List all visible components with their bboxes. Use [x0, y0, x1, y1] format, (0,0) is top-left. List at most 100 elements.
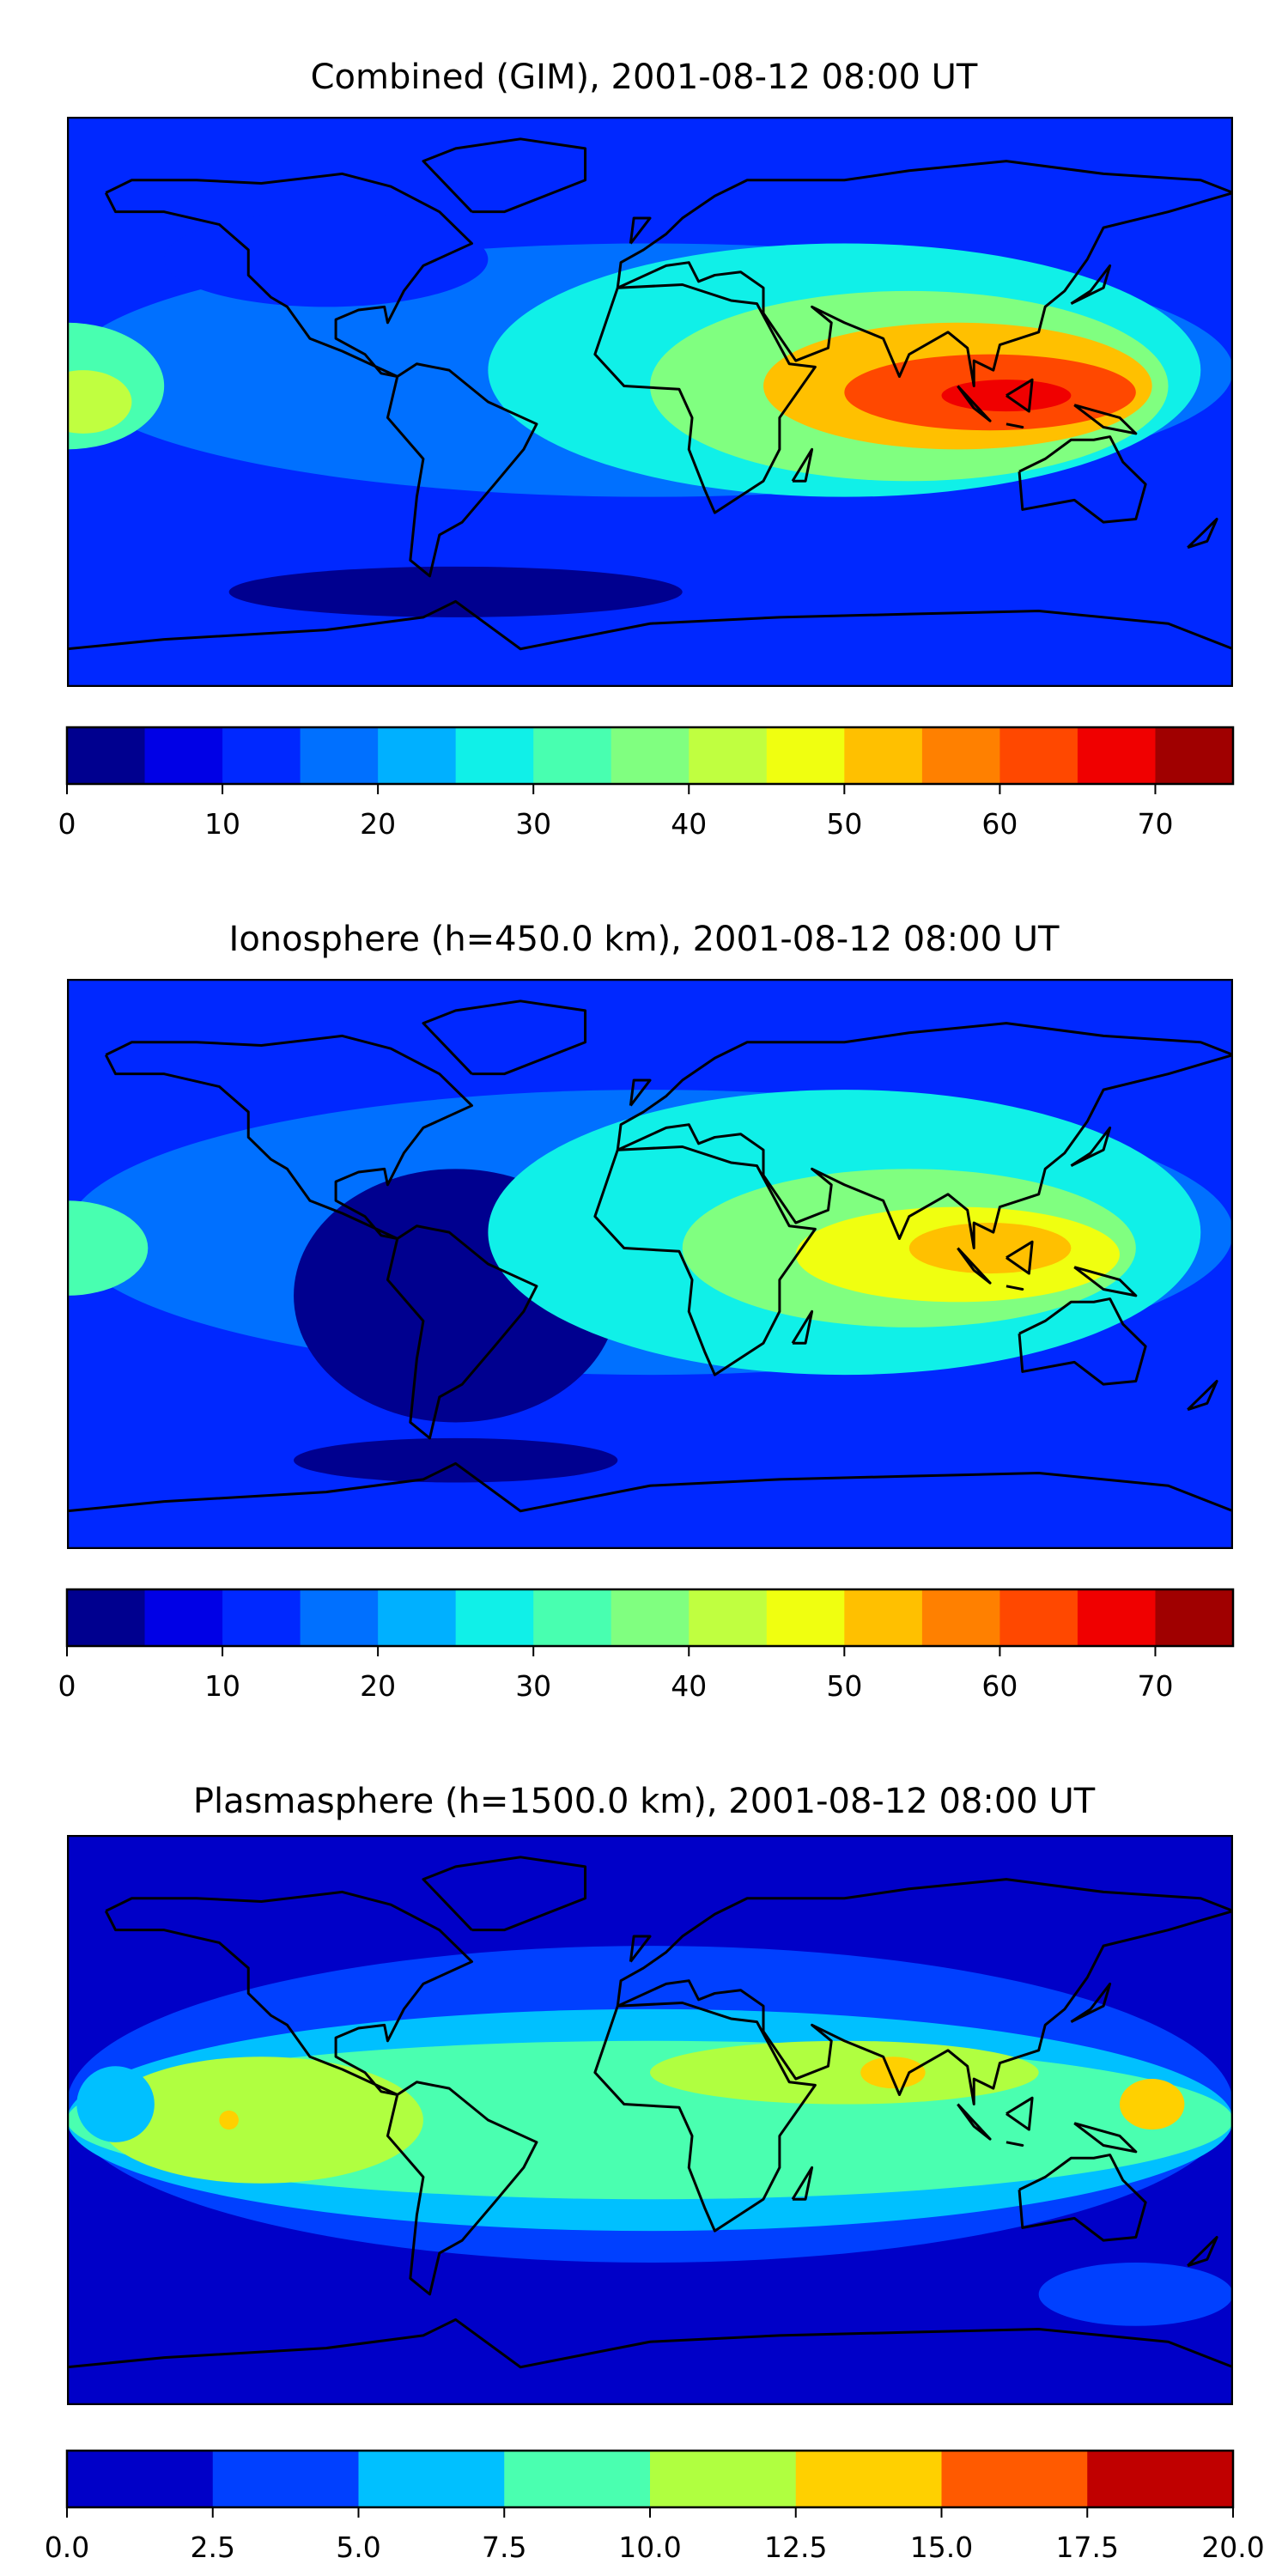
coastline [1018, 2154, 1147, 2242]
colorbar-segment [844, 1589, 923, 1646]
coastline [616, 1022, 1233, 1250]
colorbar-tick-label: 60 [981, 807, 1018, 841]
coastline [104, 172, 474, 378]
colorbar-frame [65, 726, 1235, 786]
colorbar-tick-label: 2.5 [191, 2530, 235, 2564]
contour-region [67, 370, 132, 434]
coastline [629, 1935, 652, 1963]
colorbar-segment [67, 727, 146, 784]
map-frame [67, 979, 1233, 1549]
coastline [593, 283, 817, 514]
colorbar-tick-label: 20.0 [1201, 2530, 1264, 2564]
colorbar-segment [144, 1589, 223, 1646]
colorbar-tick-label: 12.5 [764, 2530, 827, 2564]
colorbar-segment [844, 727, 923, 784]
contour-region [67, 1200, 149, 1296]
colorbar-tick-label: 60 [981, 1669, 1018, 1703]
coastline [1070, 1126, 1112, 1167]
colorbar-segment [689, 1589, 768, 1646]
coastline [1187, 1379, 1218, 1412]
colorbar-tick-label: 0 [58, 807, 76, 841]
colorbar-plasmasphere: 0.0 2.5 5.0 7.5 10.0 12.5 15.0 17.5 20.0 [45, 2449, 1265, 2564]
coastline [1187, 2235, 1218, 2268]
colorbar-segment [999, 727, 1078, 784]
colorbar-segment [455, 727, 534, 784]
colorbar-tick-label: 70 [1137, 807, 1173, 841]
coastline [629, 1078, 652, 1107]
colorbar-tick-label: 15.0 [910, 2530, 973, 2564]
contour-region [99, 2057, 423, 2184]
colorbar-segment [1155, 1589, 1234, 1646]
colorbar-tick-label: 7.5 [482, 2530, 526, 2564]
coastline [386, 2081, 538, 2296]
colorbar-tick-label: 20 [360, 1669, 396, 1703]
map-frame [67, 117, 1233, 687]
coastline [1187, 517, 1218, 550]
colorbar-segment [650, 2451, 797, 2507]
coastline [593, 2002, 817, 2233]
panel-title-plasmasphere: Plasmasphere (h=1500.0 km), 2001-08-12 0… [192, 1782, 1096, 1821]
coastline [422, 999, 587, 1076]
panel-title-combined: Combined (GIM), 2001-08-12 08:00 UT [310, 58, 978, 97]
colorbar-tick-label: 40 [671, 807, 707, 841]
coastline [422, 1856, 587, 1932]
coastline [957, 385, 992, 422]
contour-region [860, 2057, 926, 2089]
coastline [67, 599, 1233, 651]
colorbar-segment [611, 727, 690, 784]
colorbar-segment [222, 727, 301, 784]
coastline [1018, 1297, 1147, 1386]
colorbar-segment [222, 1589, 301, 1646]
colorbar-segment [67, 1589, 146, 1646]
colorbar-segment [766, 727, 845, 784]
colorbar-segment [300, 1589, 379, 1646]
colorbar-tick-label: 30 [515, 807, 551, 841]
colorbar-segment [941, 2451, 1088, 2507]
coastline [616, 1878, 1233, 2106]
map-plasmasphere [67, 1835, 1233, 2405]
contour-region [76, 2066, 155, 2142]
colorbar-segment [1077, 1589, 1156, 1646]
coastline [67, 2318, 1233, 2369]
contour-region [650, 2040, 1039, 2105]
colorbar-tick-label: 20 [360, 807, 396, 841]
coastline [1073, 2122, 1138, 2154]
colorbar-segment [533, 727, 612, 784]
coastline [386, 362, 538, 578]
colorbar-segment [378, 1589, 457, 1646]
contour-region [219, 2110, 239, 2130]
contour-region [1119, 2079, 1185, 2130]
coastline [791, 1309, 814, 1345]
colorbar-segment [67, 2451, 214, 2507]
colorbar-tick-label: 50 [826, 807, 862, 841]
colorbar-segment [144, 727, 223, 784]
coastline [1005, 378, 1034, 413]
colorbar-segment [1155, 727, 1234, 784]
coastline [957, 2103, 992, 2141]
coastline [1070, 1982, 1112, 2023]
map-frame [67, 1835, 1233, 2405]
coastline [593, 1145, 817, 1376]
coastline [1018, 435, 1147, 524]
colorbar-segment [378, 727, 457, 784]
colorbar-tick-label: 0.0 [45, 2530, 89, 2564]
map-ionosphere [67, 979, 1233, 1549]
coastline [1073, 404, 1138, 435]
coastline [422, 137, 587, 214]
colorbar-tick-label: 50 [826, 1669, 862, 1703]
coastline [791, 447, 814, 483]
colorbar-tick-label: 10 [204, 1669, 240, 1703]
colorbar-tick-label: 70 [1137, 1669, 1173, 1703]
colorbar-segment [921, 727, 1000, 784]
colorbar-frame [65, 1588, 1235, 1648]
colorbar-tick-label: 40 [671, 1669, 707, 1703]
coastline [1073, 1266, 1138, 1297]
coastline [104, 1034, 474, 1240]
colorbar-segment [1077, 727, 1156, 784]
coastline [1005, 422, 1024, 429]
colorbar-segment [533, 1589, 612, 1646]
coastline [104, 1890, 474, 2096]
colorbar-segment [921, 1589, 1000, 1646]
coastline [1005, 2096, 1034, 2131]
contour-region [1038, 2263, 1233, 2326]
